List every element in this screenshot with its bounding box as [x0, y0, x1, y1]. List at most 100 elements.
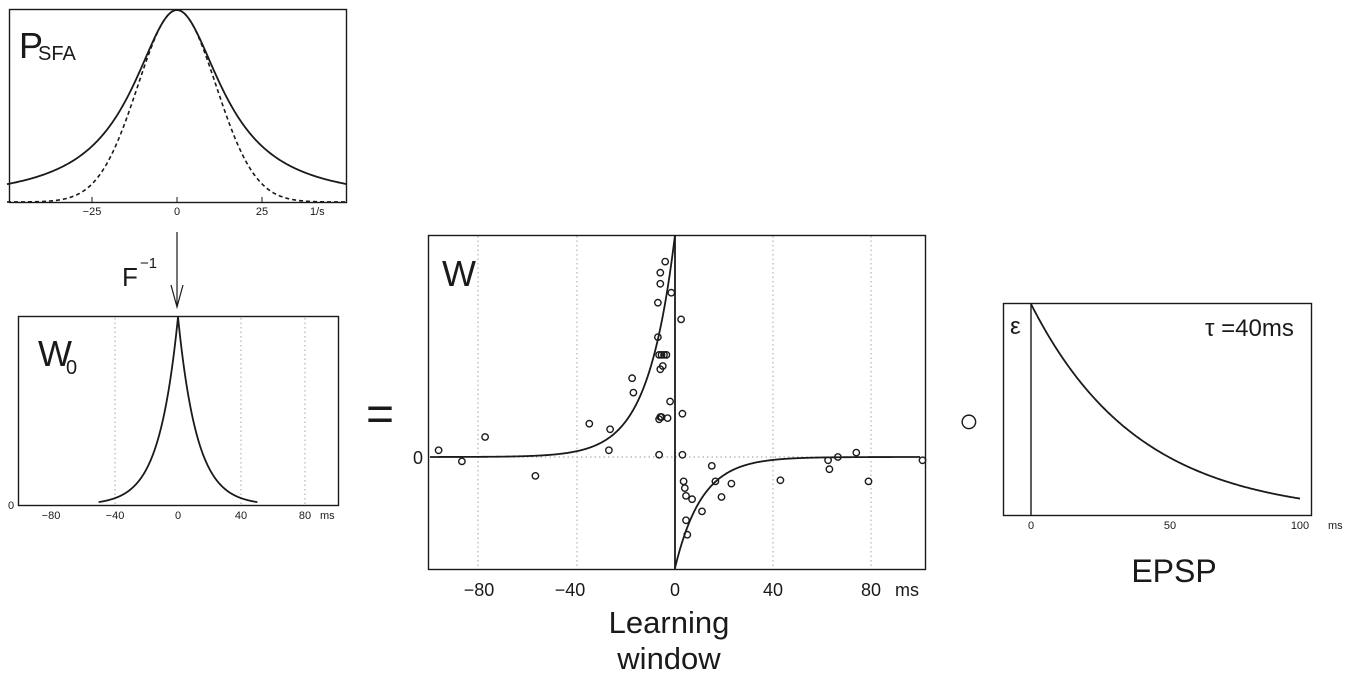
w-fit-curve-negative	[430, 234, 676, 458]
w-data-point	[606, 425, 614, 434]
w-data-point	[824, 456, 832, 465]
w-data-point	[682, 516, 690, 525]
w-label: W	[442, 253, 476, 294]
psfa-panel: −25 0 25 1/s P SFA	[6, 8, 348, 218]
w0-frame	[17, 315, 340, 507]
w-data-point	[434, 446, 443, 455]
w-data-point	[663, 414, 672, 422]
psfa-tick-label: 25	[256, 206, 268, 218]
w-data-point	[656, 279, 665, 288]
psfa-frame	[8, 8, 348, 204]
w-frame	[427, 234, 927, 571]
inverse-fourier-arrow: F −1	[122, 232, 184, 310]
w-data-point	[629, 388, 638, 397]
w-data-point	[655, 450, 663, 459]
epsp-decay-curve	[1030, 303, 1301, 500]
psfa-solid-curve	[6, 9, 348, 186]
w-data-point	[662, 350, 671, 359]
w-data-point	[677, 315, 685, 324]
w-tick-label: 40	[763, 580, 783, 600]
w-fit-curves	[430, 234, 920, 569]
w-data-point	[656, 268, 665, 277]
w-fit-curve-positive	[674, 456, 920, 569]
psfa-tick-label: 0	[174, 206, 180, 218]
w-data-point	[683, 530, 692, 539]
arrow-superscript: −1	[140, 255, 157, 272]
w-data-point	[658, 362, 667, 370]
w-data-point	[825, 465, 834, 474]
w-data-point	[481, 433, 489, 441]
w-data-point	[852, 448, 861, 457]
w-tick-label: 0	[670, 580, 680, 600]
equals-sign: =	[366, 388, 394, 441]
epsp-tick-label: 100	[1291, 520, 1309, 532]
psfa-label-sub: SFA	[38, 43, 76, 65]
w-data-point	[655, 415, 663, 424]
w-data-point	[727, 479, 736, 488]
epsp-tau-label: τ =40ms	[1205, 315, 1294, 342]
w0-label-main: W	[38, 333, 72, 374]
arrow-head-icon	[170, 284, 184, 310]
w0-tick-label: 0	[175, 510, 181, 522]
w-data-point	[531, 471, 540, 480]
w-data-point	[628, 374, 636, 383]
w-data-point	[457, 457, 466, 466]
w-data-point	[682, 491, 690, 500]
w-data-point	[667, 288, 676, 297]
w-data-point	[585, 419, 594, 428]
w0-tick-label: 40	[235, 510, 247, 522]
w-data-point	[678, 409, 687, 418]
w-data-point	[698, 507, 706, 516]
epsp-title: EPSP	[1131, 553, 1216, 589]
psfa-unit-label: 1/s	[310, 206, 325, 218]
w-data-point	[661, 257, 670, 266]
w0-tick-label: 80	[299, 510, 311, 522]
epsp-unit-label: ms	[1328, 520, 1343, 532]
w-data-point	[707, 461, 716, 470]
psfa-tick-label: −25	[83, 206, 102, 218]
w-data-point	[680, 484, 689, 492]
w-data-point	[660, 350, 668, 359]
w0-unit-label: ms	[320, 510, 335, 522]
w-data-point	[688, 495, 696, 504]
w-tick-label: −80	[464, 580, 495, 600]
psfa-dashed-curve	[7, 9, 347, 203]
w-data-points	[434, 257, 927, 539]
learning-window-label-line2: window	[616, 641, 721, 676]
psfa-label-main: P	[19, 25, 43, 66]
w-data-point	[918, 456, 927, 465]
w0-curves	[98, 316, 258, 503]
convolution-operator: ○	[959, 402, 980, 440]
epsp-tick-label: 0	[1028, 520, 1034, 532]
w-data-point	[711, 477, 720, 486]
psfa-curves	[6, 9, 348, 203]
epsp-epsilon-label: ε	[1010, 313, 1021, 340]
w-y-zero-label: 0	[413, 448, 423, 468]
w-tick-label: 80	[861, 580, 881, 600]
w-data-point	[605, 446, 613, 455]
learning-window-label-line1: Learning	[609, 605, 730, 640]
w0-y-zero-label: 0	[8, 500, 14, 512]
w-data-point	[655, 350, 663, 359]
learning-window-panel: 0 −80 −40 0 40 80 ms W Learning window	[413, 234, 927, 676]
w0-tick-label: −80	[42, 510, 61, 522]
w-data-point	[666, 397, 674, 406]
w0-tick-label: −40	[106, 510, 125, 522]
arrow-label: F	[122, 262, 138, 292]
epsp-tick-label: 50	[1164, 520, 1176, 532]
w-data-point	[678, 450, 687, 459]
w-data-point	[864, 477, 873, 486]
w0-panel: 0 −80 −40 0 40 80 ms W 0	[8, 315, 340, 522]
w-tick-label: −40	[555, 580, 586, 600]
w-data-point	[654, 333, 662, 341]
w0-curve	[98, 316, 258, 503]
w-unit-label: ms	[895, 580, 919, 600]
w-data-point	[834, 453, 842, 461]
w-data-point	[654, 298, 662, 307]
epsp-frame	[1002, 302, 1313, 517]
epsp-curves	[1030, 303, 1301, 500]
w-data-point	[776, 476, 785, 485]
w-data-point	[679, 477, 688, 486]
w-data-point	[717, 493, 726, 501]
